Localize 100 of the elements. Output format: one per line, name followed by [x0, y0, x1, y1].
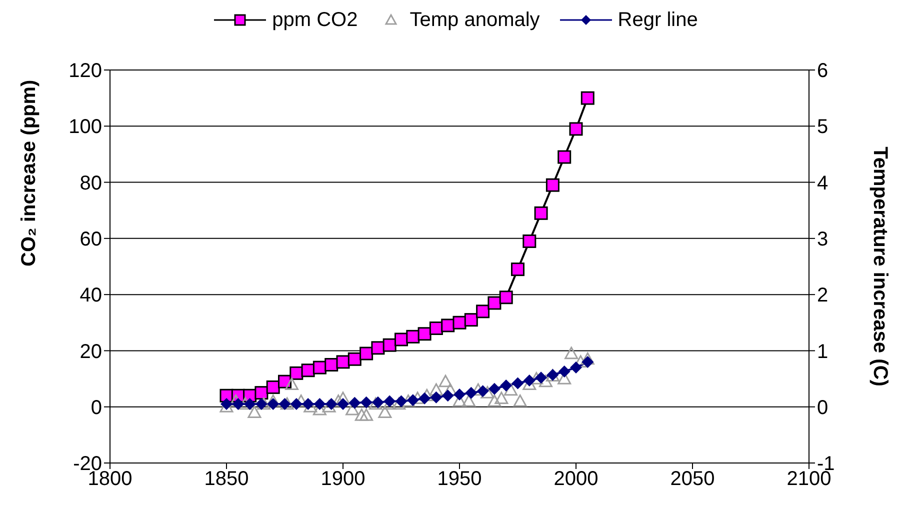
point	[462, 394, 476, 407]
point	[312, 360, 326, 374]
point	[266, 380, 280, 394]
point	[325, 398, 338, 410]
point	[368, 397, 382, 410]
legend-label: ppm CO2	[272, 8, 358, 32]
point	[523, 374, 536, 386]
point	[418, 327, 432, 341]
point	[476, 304, 490, 318]
x-tick-label: 1850	[204, 468, 249, 490]
point	[322, 400, 336, 412]
point	[336, 392, 350, 404]
point	[429, 383, 443, 396]
y-tick-label: 60	[80, 228, 102, 251]
point	[392, 397, 406, 410]
y2-tick-label: 5	[817, 116, 828, 138]
point	[267, 398, 280, 410]
y-tick-label: 80	[80, 172, 102, 194]
y2-tick-label: 2	[817, 284, 828, 307]
legend-label: Regr line	[618, 8, 698, 32]
point	[354, 408, 368, 421]
y2-tick-label: 6	[817, 60, 828, 82]
point	[371, 341, 385, 355]
point	[569, 122, 583, 136]
point	[464, 313, 478, 327]
y-tick-label: 100	[68, 116, 102, 138]
point	[348, 352, 362, 366]
point	[406, 330, 420, 344]
point	[290, 398, 302, 410]
point	[401, 394, 415, 407]
y-tick-label: 20	[80, 340, 102, 363]
point	[248, 406, 262, 418]
point	[494, 392, 508, 404]
point	[348, 396, 361, 409]
point	[395, 395, 408, 408]
point	[360, 396, 372, 408]
point	[382, 338, 396, 352]
point	[442, 390, 454, 402]
point	[535, 372, 548, 384]
point	[430, 391, 442, 404]
point	[558, 365, 570, 378]
point	[254, 386, 268, 400]
y2-tick-label: 1	[817, 340, 828, 363]
point	[488, 394, 502, 407]
point	[238, 397, 252, 410]
x-tick-label: 1900	[320, 468, 366, 490]
point	[582, 356, 594, 368]
point	[570, 362, 582, 374]
point	[280, 397, 294, 410]
point	[266, 394, 280, 407]
point	[580, 91, 594, 105]
x-tick-label: 2000	[554, 468, 598, 490]
point	[284, 378, 298, 390]
point	[302, 398, 314, 410]
point	[257, 397, 271, 410]
point	[476, 385, 489, 398]
point	[522, 234, 536, 248]
x-tick-label: 1950	[437, 468, 482, 490]
point	[512, 377, 524, 390]
point	[255, 398, 268, 410]
y-axis-title: CO₂ increase (ppm)	[18, 80, 40, 266]
point	[546, 178, 560, 192]
point	[360, 408, 374, 421]
point	[504, 383, 518, 396]
y2-tick-label: 0	[817, 396, 828, 419]
point	[499, 290, 513, 304]
point	[441, 318, 455, 332]
point	[580, 352, 594, 365]
legend-label: Temp anomaly	[410, 8, 540, 32]
point	[378, 406, 392, 418]
point	[488, 382, 500, 395]
point	[406, 394, 419, 406]
y2-tick-label: 3	[817, 228, 828, 251]
point	[244, 398, 256, 410]
y-tick-label: 120	[68, 60, 102, 82]
point	[384, 395, 396, 408]
point	[452, 316, 466, 330]
point	[480, 386, 494, 398]
point	[360, 346, 374, 360]
point	[418, 392, 431, 404]
point	[314, 398, 326, 410]
point	[465, 386, 478, 399]
point	[564, 346, 578, 360]
point	[500, 380, 512, 392]
point	[538, 374, 552, 388]
y2-tick-label: 4	[817, 172, 828, 194]
point	[372, 396, 384, 408]
y2-axis-title: Temperature increase (C)	[869, 146, 891, 386]
x-tick-label: 2050	[670, 468, 715, 490]
point	[513, 394, 527, 407]
point	[438, 374, 452, 388]
point	[454, 388, 466, 401]
y-tick-label: 0	[90, 396, 102, 419]
point	[232, 398, 244, 410]
point	[511, 262, 524, 276]
y-tick-label: 40	[80, 284, 102, 307]
point	[488, 296, 502, 310]
point	[429, 322, 443, 336]
point	[558, 150, 572, 164]
point	[534, 206, 548, 220]
